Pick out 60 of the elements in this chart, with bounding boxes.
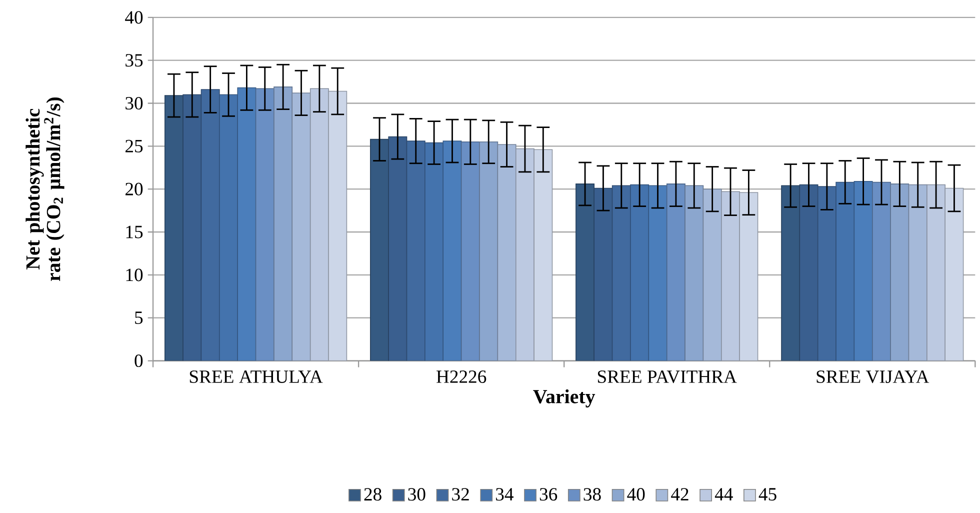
- bar: [944, 188, 964, 361]
- bar: [781, 185, 800, 361]
- y-tick-label: 0: [134, 354, 143, 368]
- bar: [310, 88, 329, 361]
- y-tick-label: 30: [126, 97, 143, 110]
- bar: [721, 191, 740, 361]
- legend-label: 38: [584, 488, 601, 501]
- bar: [666, 184, 686, 361]
- bar: [534, 149, 553, 361]
- bar: [817, 186, 836, 361]
- legend-label: 28: [364, 488, 382, 501]
- legend-label: 34: [496, 488, 514, 501]
- bar: [576, 184, 595, 361]
- y-tick-label: 10: [126, 268, 143, 282]
- bar: [255, 88, 274, 361]
- bar: [854, 181, 873, 361]
- bar: [836, 182, 855, 361]
- bar: [684, 185, 704, 361]
- bar: [406, 140, 426, 361]
- bar: [648, 185, 668, 361]
- legend-label: 44: [714, 488, 733, 501]
- y-tick-label: 20: [126, 182, 143, 196]
- bar: [460, 142, 480, 361]
- bar: [237, 88, 256, 361]
- x-tick-label: SREE PAVITHRA: [598, 370, 737, 384]
- x-tick-label: H2226: [436, 370, 486, 384]
- bar: [515, 148, 534, 361]
- legend-label: 30: [408, 488, 426, 501]
- bar: [442, 140, 462, 361]
- bar: [219, 94, 238, 361]
- bar: [926, 184, 946, 361]
- legend-label: 42: [671, 488, 688, 501]
- y-tick-label: 35: [126, 54, 143, 67]
- bar: [612, 185, 631, 361]
- bar: [164, 95, 184, 361]
- bar: [292, 92, 311, 361]
- bar: [200, 89, 220, 361]
- bar: [872, 182, 891, 361]
- legend-label: 32: [452, 488, 469, 501]
- bar: [702, 188, 722, 361]
- bar: [424, 142, 444, 361]
- y-tick-label: 25: [126, 140, 143, 153]
- y-tick-label: 15: [126, 226, 143, 238]
- x-tick-label: SREE VIJAYA: [816, 370, 930, 384]
- bar: [328, 91, 348, 361]
- bar: [479, 142, 498, 361]
- y-tick-label: 40: [125, 11, 143, 24]
- bar: [630, 184, 650, 361]
- bar: [890, 184, 910, 361]
- bar: [497, 144, 516, 361]
- legend-label: 40: [627, 488, 645, 501]
- legend-label: 36: [540, 488, 558, 501]
- bar: [274, 86, 293, 361]
- legend-label: 45: [758, 488, 776, 501]
- bar: [370, 139, 389, 361]
- bar: [908, 184, 928, 361]
- x-axis-title: Variety: [533, 390, 596, 408]
- y-tick-label: 5: [135, 312, 143, 324]
- x-tick-label: SREE ATHULYA: [190, 370, 323, 384]
- bar: [739, 192, 758, 361]
